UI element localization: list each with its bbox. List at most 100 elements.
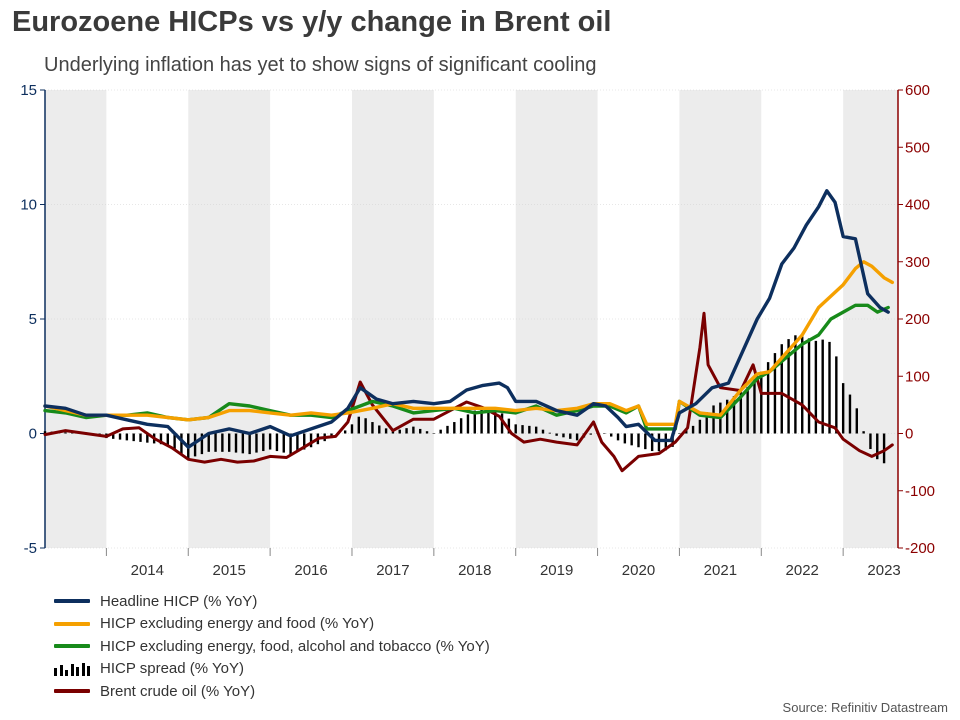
spread-bar — [794, 335, 797, 434]
spread-bar — [766, 362, 770, 434]
spread-bar — [534, 426, 538, 434]
legend-item-headline: Headline HICP (% YoY) — [54, 590, 490, 613]
spread-bar — [521, 425, 524, 434]
spread-bar — [378, 425, 381, 434]
spread-bar — [384, 428, 388, 434]
right-tick-label: -100 — [905, 483, 935, 500]
year-shade-2017 — [351, 90, 434, 548]
legend-label-headline: Headline HICP (% YoY) — [100, 592, 258, 610]
spread-bar — [221, 433, 224, 452]
spread-bar — [569, 433, 572, 439]
left-tick-label: 5 — [29, 311, 37, 328]
spread-bar — [180, 433, 183, 455]
x-tick-label: 2023 — [867, 562, 900, 579]
spread-bar — [787, 339, 790, 434]
right-tick-label: 500 — [905, 139, 930, 156]
spread-bar — [541, 429, 545, 434]
spread-bar — [637, 433, 640, 448]
spread-bar — [459, 418, 463, 434]
legend-item-ex-energy-food: HICP excluding energy and food (% YoY) — [54, 613, 490, 636]
spread-bar — [780, 344, 783, 434]
spread-bar — [193, 433, 197, 457]
spread-bar — [480, 409, 483, 434]
spread-bar — [214, 433, 217, 452]
spread-bar — [357, 416, 361, 434]
spread-bar — [241, 433, 245, 454]
spread-bar — [207, 433, 210, 452]
spread-bar — [616, 433, 620, 441]
spread-bar — [610, 433, 613, 437]
spread-bar — [466, 414, 470, 434]
spread-bar — [200, 433, 204, 455]
left-tick-label: 15 — [20, 82, 37, 99]
year-shade-2015 — [188, 90, 271, 548]
spread-bar — [739, 392, 743, 434]
spread-bar — [650, 433, 654, 452]
spread-bar — [364, 418, 367, 434]
spread-bar — [630, 433, 633, 446]
spread-bar — [487, 409, 490, 434]
spread-bar — [398, 429, 401, 434]
spread-bar — [828, 341, 831, 434]
spread-bar — [166, 433, 169, 445]
series-line-brent — [43, 311, 894, 473]
right-tick-label: 100 — [905, 368, 930, 385]
spread-bar — [343, 430, 347, 434]
spread-bar — [603, 433, 606, 434]
right-tick-label: 400 — [905, 197, 930, 214]
spread-bar — [255, 433, 258, 453]
legend-item-brent: Brent crude oil (% YoY) — [54, 680, 490, 703]
spread-bar — [691, 425, 695, 434]
spread-bar — [268, 433, 272, 450]
spread-bar — [418, 428, 422, 434]
spread-bar — [64, 432, 67, 434]
spread-bar — [173, 433, 176, 450]
spread-bar — [262, 433, 265, 452]
spread-bar — [644, 433, 647, 450]
spread-bar — [309, 433, 313, 448]
spread-bar — [248, 433, 251, 455]
spread-bar — [848, 394, 852, 434]
legend-item-spread: HICP spread (% YoY) — [54, 658, 490, 681]
spread-bar — [139, 433, 142, 442]
legend-label-ex-energy-food: HICP excluding energy and food (% YoY) — [100, 615, 375, 633]
x-tick-label: 2016 — [294, 562, 327, 579]
spread-bar — [732, 396, 736, 434]
right-tick-label: 200 — [905, 311, 930, 328]
spread-bar — [439, 429, 442, 434]
legend-label-core: HICP excluding energy, food, alcohol and… — [100, 637, 490, 655]
chart-canvas: -5 0 5 10 15 -200 -100 0 100 200 300 400 500 600 2014 2… — [20, 82, 935, 579]
right-tick-label: 0 — [905, 426, 913, 443]
spread-bar — [876, 433, 879, 460]
spread-bar — [473, 410, 476, 434]
spread-bar — [500, 413, 504, 434]
spread-bar — [657, 433, 661, 452]
spread-bar — [446, 425, 449, 434]
spread-bar — [412, 426, 415, 434]
spread-bar — [234, 433, 238, 453]
legend-swatch-headline — [54, 599, 90, 604]
spread-bar — [712, 405, 715, 434]
spread-bar — [855, 408, 858, 434]
spread-bar — [453, 422, 456, 434]
spread-bar — [678, 433, 681, 434]
legend-swatch-brent — [54, 689, 90, 694]
x-tick-label: 2018 — [458, 562, 491, 579]
spread-bar — [303, 433, 306, 450]
x-tick-label: 2019 — [540, 562, 573, 579]
spread-bar — [282, 433, 285, 453]
spread-bar — [821, 339, 824, 434]
right-tick-label: 600 — [905, 82, 930, 99]
right-tick-label: 300 — [905, 254, 930, 271]
spread-bar — [350, 424, 354, 434]
spread-bar — [746, 386, 749, 434]
spread-bar — [528, 425, 531, 434]
x-tick-label: 2022 — [786, 562, 819, 579]
spread-bar — [862, 431, 865, 434]
spread-bar — [296, 433, 299, 452]
spread-bar — [562, 433, 565, 438]
spread-bar — [118, 433, 122, 440]
spread-bar — [760, 371, 763, 434]
chart-legend: Headline HICP (% YoY) HICP excluding ene… — [54, 590, 490, 703]
legend-swatch-spread — [54, 662, 90, 676]
